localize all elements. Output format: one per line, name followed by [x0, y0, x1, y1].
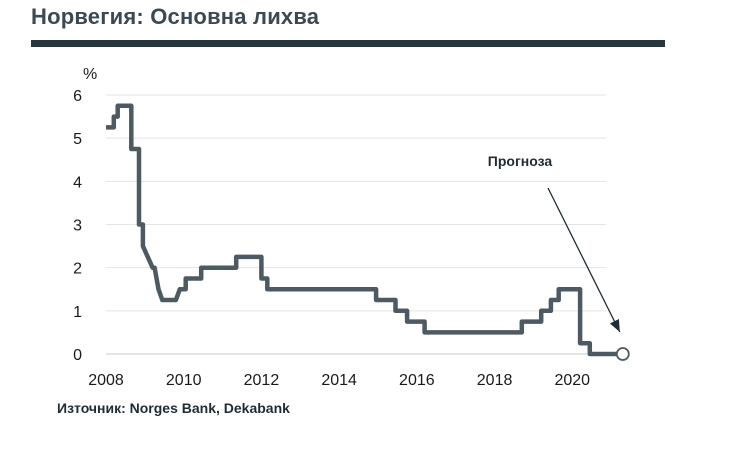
forecast-annotation: Прогноза [488, 153, 630, 361]
x-tick-2008: 2008 [88, 372, 124, 389]
x-tick-2014: 2014 [321, 372, 357, 389]
y-tick-0: 0 [73, 347, 82, 364]
y-tick-2: 2 [73, 261, 82, 278]
y-tick-3: 3 [73, 218, 82, 235]
x-tick-2010: 2010 [166, 372, 202, 389]
y-tick-labels: 0 1 2 3 4 5 6 [73, 88, 82, 364]
forecast-label: Прогноза [488, 153, 553, 169]
gridlines [106, 94, 606, 355]
x-tick-2012: 2012 [244, 372, 280, 389]
series-lines [106, 103, 623, 357]
forecast-arrow-head [609, 319, 620, 332]
source-note: Източник: Norges Bank, Dekabank [57, 400, 290, 416]
forecast-marker [615, 347, 630, 361]
y-tick-6: 6 [73, 88, 82, 105]
y-tick-4: 4 [73, 174, 82, 191]
x-tick-labels: 2008 2010 2012 2014 2016 2018 2020 [88, 372, 590, 389]
y-tick-5: 5 [73, 131, 82, 148]
title-underline [31, 40, 665, 47]
y-tick-1: 1 [73, 304, 82, 321]
rate-line-0 [106, 103, 623, 357]
forecast-arrow-line [547, 187, 621, 333]
x-tick-2018: 2018 [477, 372, 513, 389]
x-tick-2020: 2020 [554, 372, 590, 389]
chart-title: Норвегия: Основна лихва [31, 4, 320, 29]
x-tick-2016: 2016 [399, 372, 435, 389]
y-axis-unit-label: % [83, 66, 97, 83]
